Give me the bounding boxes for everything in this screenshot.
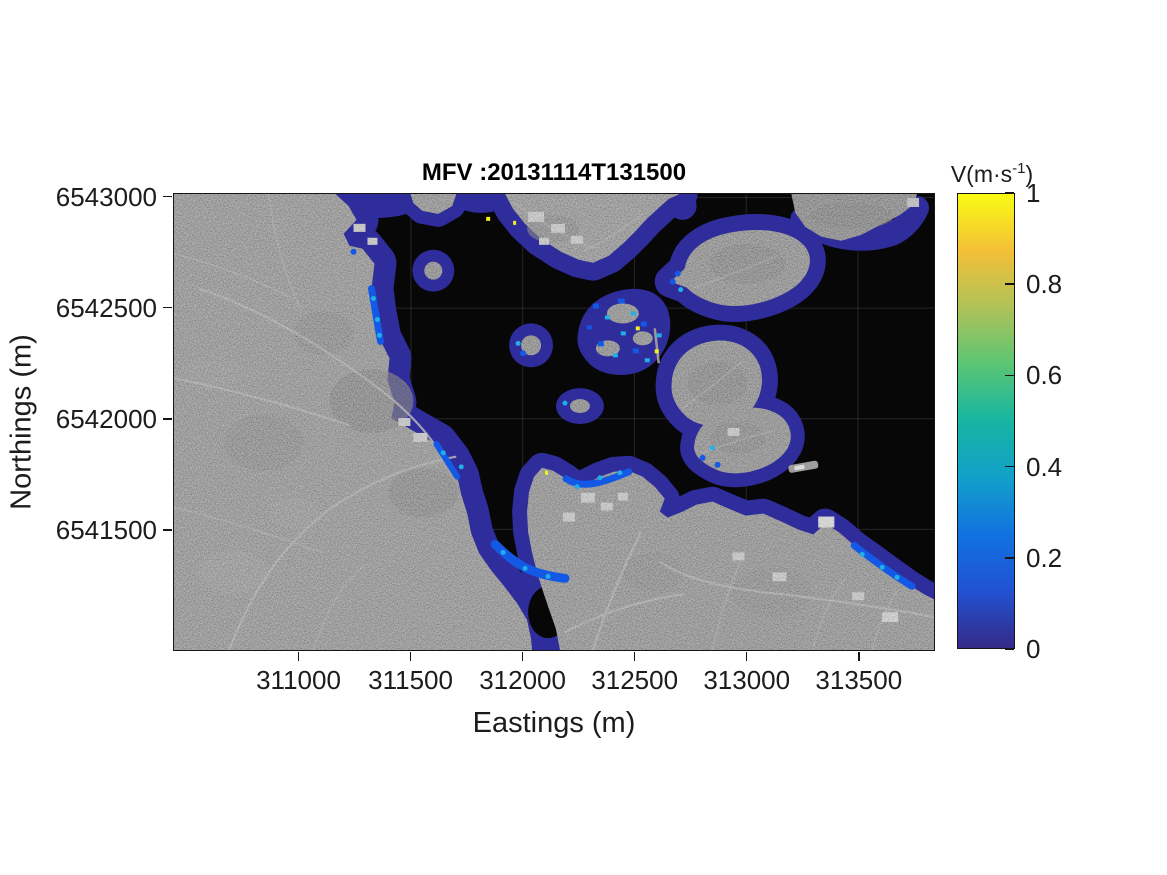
colorbar-tick-label: 0.8 <box>1026 269 1063 300</box>
y-tick-label: 6542500 <box>55 292 157 323</box>
x-tick-label: 313000 <box>703 665 791 695</box>
colorbar-tick-label: 1 <box>1026 178 1041 208</box>
colorbar-tick-mark <box>1005 283 1014 285</box>
colorbar <box>957 193 1015 649</box>
map-image <box>174 194 934 650</box>
y-tick-label: 6542000 <box>55 403 157 434</box>
x-axis-label: Eastings (m) <box>472 707 636 739</box>
x-tick-label: 312000 <box>479 665 566 695</box>
colorbar-tick-mark <box>1005 374 1014 377</box>
y-tick-mark <box>163 529 172 531</box>
x-tick-mark <box>633 652 636 661</box>
x-tick-label: 313500 <box>815 665 903 695</box>
x-tick-mark <box>409 652 412 661</box>
x-tick-mark <box>745 652 748 661</box>
y-tick-mark <box>163 195 172 198</box>
islet-south <box>569 399 590 414</box>
colorbar-tick-label: 0 <box>1026 634 1041 664</box>
colorbar-tick-label: 0.6 <box>1026 360 1063 391</box>
roads <box>174 194 934 650</box>
y-tick-mark <box>163 418 172 420</box>
y-tick-mark <box>163 306 172 309</box>
islet-mid <box>521 335 542 356</box>
x-tick-mark <box>521 652 524 661</box>
x-tick-label: 312500 <box>591 665 679 695</box>
islet-west <box>424 261 443 280</box>
y-tick-label: 6543000 <box>55 181 157 212</box>
land-city <box>527 467 934 650</box>
colorbar-title-exponent: -1 <box>1012 160 1026 177</box>
land-layer <box>174 194 934 650</box>
colorbar-title: V(m·s-1) <box>917 160 1067 188</box>
x-tick-label: 311000 <box>256 665 341 695</box>
colorbar-tick-label: 0.4 <box>1026 451 1063 482</box>
map-plot-area <box>173 193 935 651</box>
colorbar-tick-mark <box>1005 648 1014 650</box>
plot-title: MFV :20131114T131500 <box>421 159 687 186</box>
colorbar-tick-mark <box>1005 192 1014 194</box>
land-peninsula-north <box>505 194 680 263</box>
colorbar-title-close: ) <box>1025 161 1034 187</box>
y-tick-label: 6541500 <box>55 514 157 545</box>
islet-north <box>410 194 457 214</box>
colorbar-title-text: V(m·s <box>950 161 1013 187</box>
ship <box>788 460 819 473</box>
velocity-accents <box>350 216 916 590</box>
x-tick-mark <box>858 652 860 661</box>
buildings <box>353 197 920 623</box>
colorbar-tick-mark <box>1005 465 1014 468</box>
colorbar-tick-mark <box>1005 557 1014 559</box>
x-tick-label: 311500 <box>368 665 453 695</box>
x-tick-mark <box>297 652 300 661</box>
colorbar-tick-label: 0.2 <box>1026 542 1063 573</box>
